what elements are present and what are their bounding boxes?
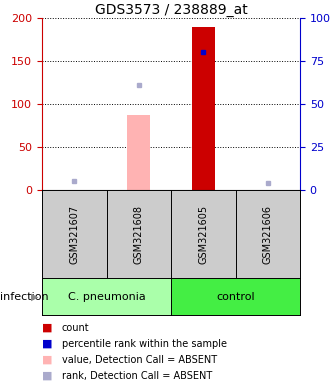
Text: count: count bbox=[62, 323, 89, 333]
Bar bbox=[192, 26, 214, 190]
Text: GSM321608: GSM321608 bbox=[134, 205, 144, 263]
Text: ■: ■ bbox=[42, 339, 52, 349]
Text: ■: ■ bbox=[42, 355, 52, 365]
Text: ■: ■ bbox=[42, 323, 52, 333]
Text: GSM321606: GSM321606 bbox=[263, 205, 273, 263]
Text: control: control bbox=[216, 291, 255, 301]
Text: GSM321605: GSM321605 bbox=[198, 204, 208, 263]
Text: C. pneumonia: C. pneumonia bbox=[68, 291, 146, 301]
Text: ▶: ▶ bbox=[30, 291, 38, 301]
Title: GDS3573 / 238889_at: GDS3573 / 238889_at bbox=[95, 3, 248, 17]
Text: GSM321607: GSM321607 bbox=[69, 204, 79, 263]
Text: rank, Detection Call = ABSENT: rank, Detection Call = ABSENT bbox=[62, 371, 212, 381]
Text: ■: ■ bbox=[42, 371, 52, 381]
Bar bbox=[127, 115, 150, 190]
Text: percentile rank within the sample: percentile rank within the sample bbox=[62, 339, 227, 349]
Text: infection: infection bbox=[0, 291, 49, 301]
Text: value, Detection Call = ABSENT: value, Detection Call = ABSENT bbox=[62, 355, 217, 365]
